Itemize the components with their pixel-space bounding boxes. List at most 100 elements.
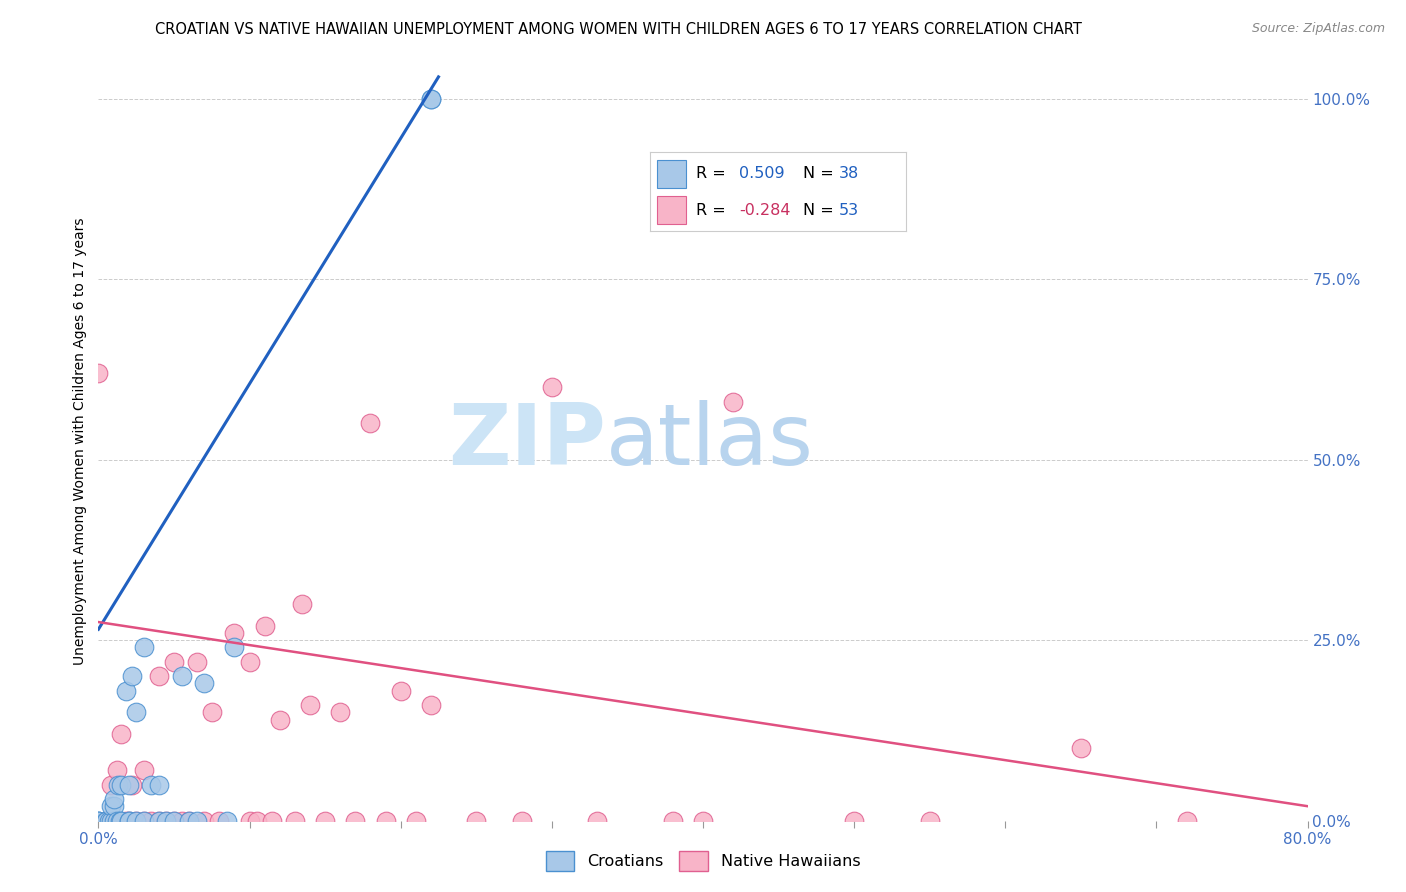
Point	[98, 814, 121, 828]
Point	[314, 814, 336, 828]
Point	[269, 713, 291, 727]
Point	[103, 814, 125, 828]
Point	[114, 814, 136, 828]
Bar	[658, 196, 686, 225]
Point	[186, 655, 208, 669]
Point	[360, 417, 382, 431]
Point	[100, 814, 122, 828]
Text: N =: N =	[803, 166, 839, 181]
Point	[103, 814, 125, 828]
Point	[1175, 814, 1198, 828]
Point	[586, 814, 609, 828]
Point	[723, 394, 745, 409]
Point	[118, 778, 141, 792]
Text: Source: ZipAtlas.com: Source: ZipAtlas.com	[1251, 22, 1385, 36]
Point	[110, 727, 132, 741]
Point	[105, 763, 128, 777]
Text: N =: N =	[803, 202, 839, 218]
Point	[110, 778, 132, 792]
Point	[107, 778, 129, 792]
Point	[132, 640, 155, 655]
Point	[121, 778, 143, 792]
Point	[148, 778, 170, 792]
Point	[329, 706, 352, 720]
Point	[125, 706, 148, 720]
Point	[179, 814, 201, 828]
Point	[201, 706, 224, 720]
Point	[118, 814, 141, 828]
Point	[94, 814, 117, 828]
Point	[239, 814, 262, 828]
Point	[420, 91, 443, 105]
Point	[405, 814, 427, 828]
Point	[155, 814, 177, 828]
Point	[118, 814, 141, 828]
Point	[105, 814, 128, 828]
Point	[87, 814, 110, 828]
Point	[374, 814, 396, 828]
Point	[344, 814, 367, 828]
Text: R =: R =	[696, 202, 731, 218]
Point	[692, 814, 714, 828]
Point	[284, 814, 307, 828]
Point	[170, 669, 193, 683]
Point	[262, 814, 284, 828]
Point	[148, 814, 170, 828]
Point	[141, 778, 163, 792]
Point	[155, 814, 177, 828]
Point	[141, 814, 163, 828]
Point	[1070, 741, 1092, 756]
Point	[132, 814, 155, 828]
Point	[94, 814, 117, 828]
Point	[465, 814, 488, 828]
Point	[224, 640, 246, 655]
Point	[163, 655, 186, 669]
Point	[118, 814, 141, 828]
Text: R =: R =	[696, 166, 731, 181]
Point	[215, 814, 238, 828]
Point	[87, 814, 110, 828]
Text: -0.284: -0.284	[740, 202, 790, 218]
Bar	[658, 160, 686, 188]
Text: ZIP: ZIP	[449, 400, 606, 483]
Text: 0.509: 0.509	[740, 166, 785, 181]
Point	[239, 655, 262, 669]
Point	[179, 814, 201, 828]
Point	[186, 814, 208, 828]
Point	[100, 799, 122, 814]
Point	[208, 814, 231, 828]
Point	[108, 814, 131, 828]
Point	[110, 814, 132, 828]
Point	[661, 814, 683, 828]
Y-axis label: Unemployment Among Women with Children Ages 6 to 17 years: Unemployment Among Women with Children A…	[73, 218, 87, 665]
Point	[224, 626, 246, 640]
Point	[253, 618, 276, 632]
Text: 38: 38	[839, 166, 859, 181]
Point	[170, 814, 193, 828]
Text: 53: 53	[839, 202, 859, 218]
Point	[389, 683, 412, 698]
Point	[148, 814, 170, 828]
Point	[420, 91, 443, 105]
Point	[299, 698, 322, 712]
Point	[193, 676, 215, 690]
Point	[163, 814, 186, 828]
Point	[94, 814, 117, 828]
Point	[132, 763, 155, 777]
Point	[103, 792, 125, 806]
Point	[87, 814, 110, 828]
Point	[87, 366, 110, 380]
Point	[918, 814, 941, 828]
Point	[114, 683, 136, 698]
Point	[510, 814, 533, 828]
Legend: Croatians, Native Hawaiians: Croatians, Native Hawaiians	[538, 845, 868, 877]
Point	[125, 814, 148, 828]
Point	[246, 814, 269, 828]
Point	[540, 380, 562, 394]
Text: CROATIAN VS NATIVE HAWAIIAN UNEMPLOYMENT AMONG WOMEN WITH CHILDREN AGES 6 TO 17 : CROATIAN VS NATIVE HAWAIIAN UNEMPLOYMENT…	[155, 22, 1083, 37]
Point	[844, 814, 866, 828]
Point	[148, 669, 170, 683]
Point	[132, 814, 155, 828]
Point	[420, 698, 443, 712]
Text: atlas: atlas	[606, 400, 814, 483]
